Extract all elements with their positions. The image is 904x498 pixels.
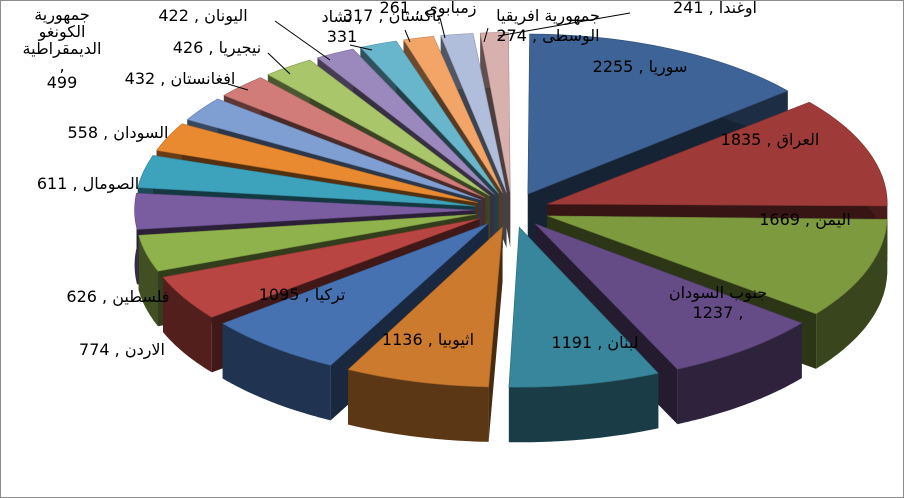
slice-7 xyxy=(162,218,480,318)
slice-label-cod: جمهورية الكونغو الديمقراطية, 499 xyxy=(23,5,102,92)
slice-19 xyxy=(479,32,511,193)
slice-label-jor: 774 , الاردن xyxy=(79,340,165,360)
slice-11 xyxy=(156,123,478,204)
slice-labels: 2255 , سوريا 1835 , العراق 1669 , اليمن جنو… xyxy=(23,0,851,360)
slice-14 xyxy=(267,59,491,197)
slice-side-5 xyxy=(348,369,489,442)
slice-label-pse: 626 , فلسطين xyxy=(66,287,169,307)
slice-side-3 xyxy=(677,323,802,425)
slice-side-6 xyxy=(222,323,331,421)
slice-13 xyxy=(223,77,486,199)
slice-9 xyxy=(134,192,475,230)
slice-label-lbn: 1191 , لبنان xyxy=(551,333,638,352)
leader-line-pak xyxy=(404,29,411,43)
slice-label-caf: جمهورية افريقيا 274 , الوسطى xyxy=(496,6,600,46)
slice-side-7 xyxy=(163,277,212,373)
slice-2 xyxy=(547,215,888,315)
slice-label-afg: 432 , افغانستان xyxy=(125,69,236,88)
slice-label-tcd: تشاد , 331 xyxy=(322,7,363,46)
slice-label-irq: 1835 , العراق xyxy=(721,130,820,150)
slice-label-ssd: جنوب السودان 1237 , xyxy=(669,283,767,322)
leader-line-nga xyxy=(267,52,291,75)
slice-15 xyxy=(316,48,495,195)
slice-side-8 xyxy=(138,235,158,327)
slice-1 xyxy=(547,101,888,207)
slice-label-grc: 422 , اليونان xyxy=(158,6,247,26)
slice-label-uga: 241 , اوغندا xyxy=(673,0,757,18)
leader-line-zwe xyxy=(439,17,446,39)
slice-label-zwe: 261 , زمبابوي xyxy=(379,0,476,18)
slice-5 xyxy=(347,226,503,388)
slice-label-eth: 1136 , اثيوبيا xyxy=(382,330,474,350)
slice-17 xyxy=(403,35,504,194)
leader-line-grc xyxy=(274,20,331,61)
slice-6 xyxy=(221,223,489,366)
leader-line-tcd xyxy=(349,44,373,51)
pie-tops xyxy=(134,32,888,388)
slice-8 xyxy=(138,214,476,272)
slice-0 xyxy=(527,33,789,195)
slice-label-pak: 317 , باكستان xyxy=(343,6,441,25)
slice-18 xyxy=(440,33,507,193)
slice-side-2 xyxy=(816,219,888,369)
slice-3 xyxy=(534,223,803,370)
slice-side-4 xyxy=(508,373,659,443)
slice-label-som: 611 , الصومال xyxy=(37,174,139,194)
leader-lines xyxy=(227,12,631,91)
slice-4 xyxy=(508,226,659,388)
slice-10 xyxy=(137,155,476,207)
slice-label-nga: 426 , نيجيريا xyxy=(173,38,261,58)
leader-line-caf xyxy=(483,27,489,43)
leader-line-uga xyxy=(497,12,631,37)
slice-label-yem: 1669 , اليمن xyxy=(759,210,851,230)
slice-label-syr: 2255 , سوريا xyxy=(593,57,688,77)
slice-label-tur: 1095 , تركيا xyxy=(259,285,346,305)
leader-line-afg xyxy=(227,83,249,91)
slice-12 xyxy=(186,98,482,201)
slice-label-sdn: 558 , السودان xyxy=(68,123,169,143)
